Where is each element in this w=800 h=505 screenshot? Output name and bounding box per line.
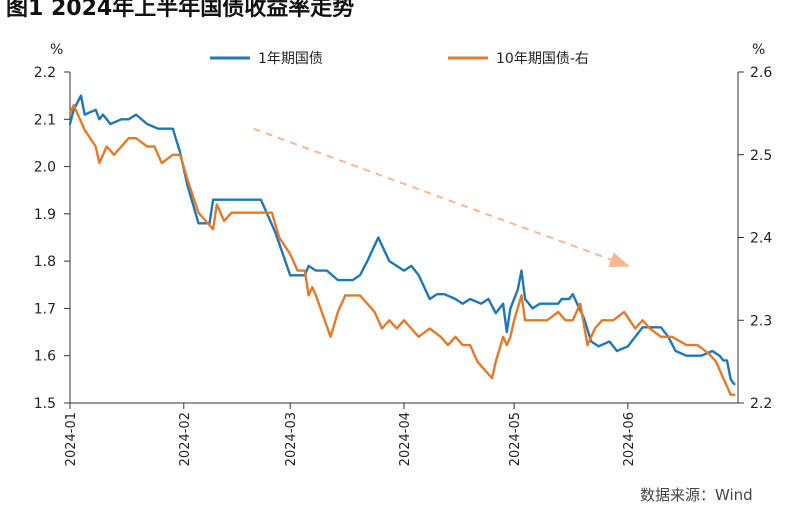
left-tick-label: 2.2	[34, 65, 56, 81]
right-axis-unit: %	[752, 42, 765, 58]
right-axis-ticks: 2.2 2.3 2.4 2.5 2.6	[738, 65, 772, 412]
x-tick-label: 2024-01	[64, 412, 79, 466]
series-line-10y	[68, 103, 736, 396]
x-tick-label: 2024-03	[284, 412, 299, 466]
x-tick-label: 2024-06	[622, 412, 637, 466]
right-tick-label: 2.5	[750, 148, 772, 164]
x-tick-label: 2024-04	[398, 412, 413, 466]
x-tick-label: 2024-02	[178, 412, 193, 466]
series-line-1y	[68, 94, 736, 386]
right-tick-label: 2.3	[750, 313, 772, 329]
x-tick-label: 2024-05	[508, 412, 523, 466]
right-tick-label: 2.4	[750, 231, 772, 247]
left-tick-label: 2.1	[34, 112, 56, 128]
left-tick-label: 1.9	[34, 207, 56, 223]
trend-arrow	[253, 127, 630, 268]
left-tick-label: 1.7	[34, 301, 56, 317]
x-axis-ticks: 2024-01 2024-02 2024-03 2024-04 2024-05 2024-…	[64, 403, 637, 466]
left-tick-label: 2.0	[34, 160, 56, 176]
left-tick-label: 1.6	[34, 349, 56, 365]
left-axis-unit: %	[50, 42, 63, 58]
legend-label: 1年期国债	[258, 51, 323, 67]
right-tick-label: 2.6	[750, 65, 772, 81]
left-axis-ticks: 1.5 1.6 1.7 1.8 1.9 2.0 2.1 2.2	[34, 65, 70, 412]
left-tick-label: 1.5	[34, 396, 56, 412]
series-layer	[68, 94, 736, 396]
chart-title: 图1 2024年上半年国债收益率走势	[6, 0, 355, 21]
legend-label: 10年期国债-右	[496, 51, 589, 67]
data-source: 数据来源：Wind	[640, 486, 753, 504]
right-tick-label: 2.2	[750, 396, 772, 412]
left-tick-label: 1.8	[34, 254, 56, 270]
legend: 1年期国债 10年期国债-右	[210, 51, 589, 67]
